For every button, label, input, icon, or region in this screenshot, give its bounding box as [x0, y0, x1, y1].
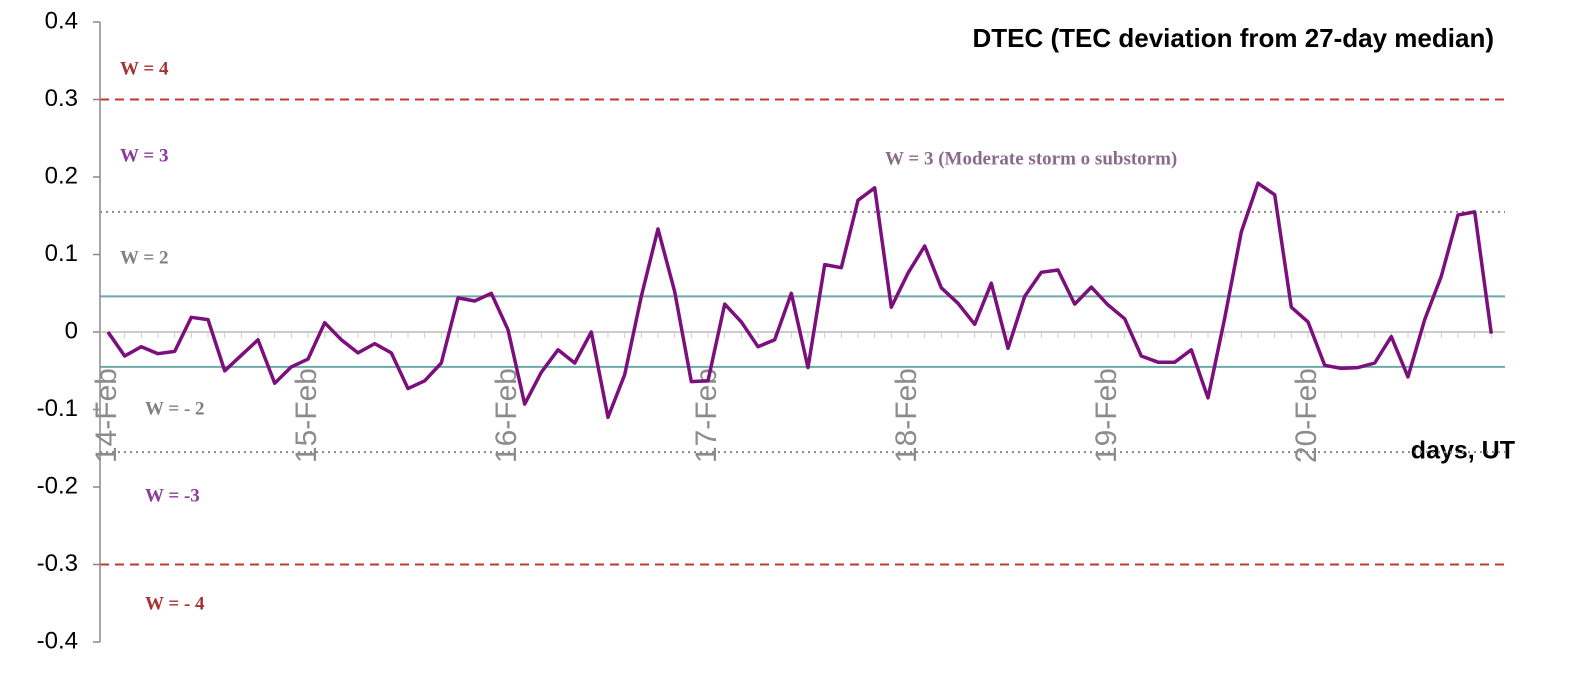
annotation: W = 2 — [120, 247, 168, 268]
y-tick-label: -0.4 — [37, 627, 78, 654]
annotation: W = 4 — [120, 58, 169, 79]
x-tick-label: 17-Feb — [690, 368, 723, 463]
y-tick-label: 0.1 — [45, 240, 78, 267]
x-tick-label: 19-Feb — [1090, 368, 1123, 463]
x-tick-label: 16-Feb — [490, 368, 523, 463]
data-line — [106, 181, 1494, 420]
x-tick-label: 14-Feb — [90, 368, 123, 463]
y-tick-label: 0.4 — [45, 7, 78, 34]
y-tick-label: 0 — [65, 317, 78, 344]
annotation: W = - 2 — [145, 398, 205, 419]
y-tick-label: -0.1 — [37, 395, 78, 422]
chart-title: DTEC (TEC deviation from 27-day median) — [972, 23, 1494, 53]
x-axis-label: days, UT — [1411, 437, 1515, 465]
x-tick-label: 15-Feb — [290, 368, 323, 463]
annotation: W = -3 — [145, 485, 200, 506]
x-tick-label: 18-Feb — [890, 368, 923, 463]
annotation: W = 3 (Moderate storm o substorm) — [885, 148, 1177, 169]
x-tick-label: 20-Feb — [1290, 368, 1323, 463]
annotation: W = 3 — [120, 145, 168, 166]
y-tick-label: -0.3 — [37, 550, 78, 577]
y-tick-label: 0.3 — [45, 85, 78, 112]
y-tick-label: -0.2 — [37, 472, 78, 499]
annotation: W = - 4 — [145, 593, 205, 614]
y-tick-label: 0.2 — [45, 162, 78, 189]
